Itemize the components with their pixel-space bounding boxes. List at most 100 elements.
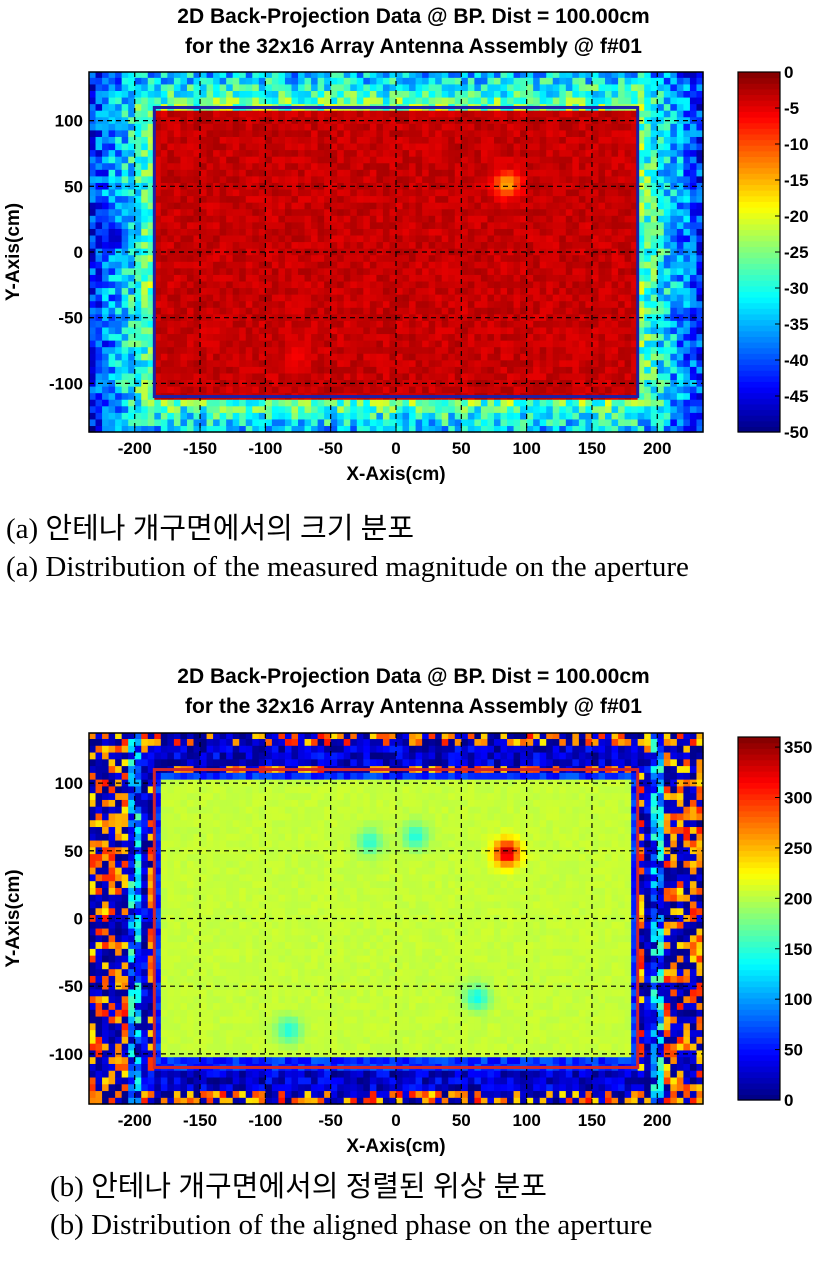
heatmap-cell — [186, 372, 195, 381]
heatmap-cell — [141, 72, 149, 78]
heatmap-cell — [526, 129, 534, 137]
heatmap-cell — [500, 123, 508, 131]
heatmap-cell — [507, 110, 515, 118]
heatmap-cell — [565, 254, 573, 262]
heatmap-cell — [624, 162, 632, 170]
heatmap-cell — [226, 248, 234, 256]
heatmap-cell — [637, 320, 645, 328]
heatmap-cell — [154, 333, 162, 341]
heatmap-cell — [108, 83, 116, 91]
heatmap-cell — [102, 359, 110, 367]
heatmap-cell — [605, 320, 613, 328]
heatmap-cell — [480, 405, 489, 413]
heatmap-cell — [121, 340, 129, 348]
heatmap-cell — [219, 399, 227, 407]
heatmap-cell — [265, 399, 273, 407]
heatmap-cell — [147, 96, 155, 105]
heatmap-cell — [167, 280, 175, 289]
heatmap-cell — [605, 418, 613, 427]
heatmap-cell — [173, 274, 182, 282]
heatmap-cell — [193, 333, 201, 341]
heatmap-cell — [513, 320, 521, 328]
heatmap-cell — [565, 234, 573, 243]
heatmap-cell — [369, 195, 378, 203]
heatmap-cell — [160, 123, 168, 131]
heatmap-cell — [382, 359, 391, 367]
heatmap-cell — [108, 169, 116, 177]
heatmap-cell — [663, 83, 671, 91]
heatmap-cell — [95, 90, 103, 98]
heatmap-cell — [200, 405, 208, 413]
heatmap-cell — [245, 116, 253, 124]
heatmap-cell — [611, 267, 619, 275]
heatmap-cell — [298, 228, 306, 236]
heatmap-cell — [657, 136, 665, 144]
heatmap-cell — [415, 405, 423, 413]
heatmap-cell — [487, 405, 495, 413]
heatmap-cell — [298, 399, 306, 407]
heatmap-cell — [206, 77, 214, 85]
heatmap-cell — [513, 234, 521, 243]
heatmap-cell — [526, 175, 534, 183]
heatmap-cell — [415, 162, 423, 170]
heatmap-cell — [631, 175, 639, 183]
heatmap-cell — [461, 274, 469, 282]
heatmap-cell — [559, 116, 567, 124]
heatmap-cell — [382, 96, 391, 105]
heatmap-cell — [578, 169, 587, 177]
heatmap-cell — [559, 195, 567, 203]
heatmap-cell — [487, 248, 495, 256]
heatmap-cell — [644, 353, 652, 361]
heatmap-cell — [160, 136, 168, 144]
heatmap-cell — [304, 169, 312, 177]
heatmap-cell — [115, 287, 123, 295]
heatmap-cell — [631, 300, 639, 308]
heatmap-cell — [559, 72, 567, 78]
heatmap-cell — [141, 353, 149, 361]
heatmap-cell — [467, 208, 475, 216]
heatmap-cell — [102, 261, 110, 269]
heatmap-cell — [585, 215, 593, 223]
heatmap-cell — [467, 136, 475, 144]
heatmap-cell — [585, 353, 593, 361]
heatmap-cell — [121, 175, 129, 183]
heatmap-cell — [474, 300, 482, 308]
heatmap-cell — [493, 202, 502, 210]
heatmap-cell — [376, 274, 384, 282]
heatmap-cell — [376, 366, 384, 374]
heatmap-cell — [631, 399, 639, 407]
heatmap-cell — [618, 215, 626, 223]
heatmap-cell — [226, 261, 234, 269]
heatmap-cell — [552, 116, 560, 124]
heatmap-cell — [245, 326, 253, 335]
heatmap-cell — [219, 294, 227, 302]
heatmap-cell — [467, 346, 475, 354]
heatmap-cell — [363, 208, 371, 216]
heatmap-cell — [572, 175, 580, 183]
heatmap-cell — [271, 116, 280, 124]
heatmap-cell — [89, 103, 97, 111]
heatmap-cell — [102, 96, 110, 105]
heatmap-cell — [304, 300, 312, 308]
heatmap-cell — [415, 359, 423, 367]
heatmap-cell — [539, 372, 547, 381]
heatmap-cell — [670, 72, 678, 78]
heatmap-cell — [389, 202, 397, 210]
heatmap-cell — [369, 123, 378, 131]
heatmap-cell — [206, 340, 214, 348]
heatmap-cell — [435, 182, 443, 190]
heatmap-cell — [147, 149, 155, 157]
heatmap-cell — [337, 221, 345, 229]
heatmap-cell — [559, 386, 567, 394]
heatmap-cell — [422, 90, 430, 98]
heatmap-cell — [89, 333, 97, 341]
heatmap-cell — [363, 234, 371, 243]
heatmap-cell — [239, 96, 247, 105]
heatmap-cell — [415, 261, 423, 269]
heatmap-cell — [213, 254, 221, 262]
heatmap-cell — [422, 221, 430, 229]
heatmap-cell — [605, 77, 613, 85]
heatmap-cell — [533, 188, 541, 197]
heatmap-cell — [624, 359, 632, 367]
heatmap-cell — [232, 136, 240, 144]
